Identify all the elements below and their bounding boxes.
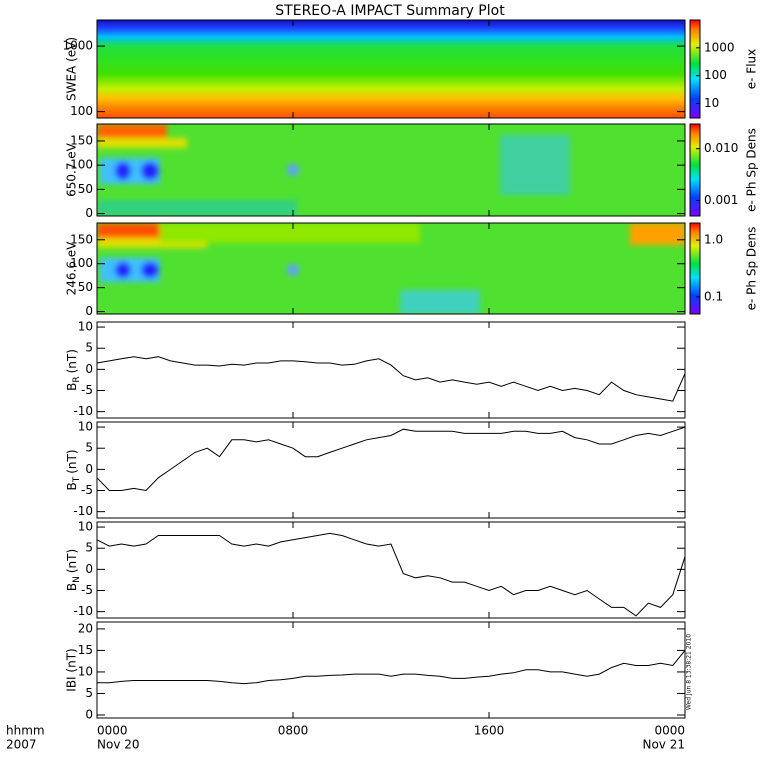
y-tick-label: 15 bbox=[78, 643, 93, 657]
colorbar-label: e- Ph Sp Dens bbox=[745, 227, 759, 311]
y-tick-label: 50 bbox=[78, 280, 93, 294]
plot-frame bbox=[96, 621, 686, 719]
y-tick-label: 100 bbox=[70, 158, 93, 172]
y-tick-label: 100 bbox=[70, 104, 93, 118]
plot-frame bbox=[96, 321, 686, 419]
colorbar-label: e- Flux bbox=[745, 49, 759, 89]
y-tick-label: -5 bbox=[81, 383, 93, 397]
colorbar bbox=[689, 123, 701, 217]
y-label-unit: (nT) bbox=[65, 349, 79, 373]
y-axis-label: BT (nT) bbox=[65, 449, 82, 490]
y-tick-label: 20 bbox=[78, 621, 93, 635]
colorbar-tick-label: 0.010 bbox=[704, 141, 738, 155]
y-label-base: B bbox=[65, 482, 79, 490]
x-date-label: Nov 21 bbox=[642, 738, 685, 752]
colorbar-tick-label: 0.001 bbox=[704, 193, 738, 207]
y-tick-label: 0 bbox=[85, 304, 93, 318]
y-tick-label: 10 bbox=[78, 520, 93, 534]
plot-frame bbox=[96, 421, 686, 519]
y-tick-label: 10 bbox=[78, 320, 93, 334]
plot-frame bbox=[96, 123, 686, 217]
y-tick-label: -10 bbox=[73, 604, 93, 618]
data-line bbox=[97, 650, 686, 685]
y-tick-label: 0 bbox=[85, 562, 93, 576]
colorbar bbox=[689, 19, 701, 119]
y-label-unit: (nT) bbox=[65, 549, 79, 573]
y-tick-label: -5 bbox=[81, 483, 93, 497]
y-tick-label: 5 bbox=[85, 541, 93, 555]
x-date-label: Nov 20 bbox=[97, 738, 140, 752]
y-tick-label: 10 bbox=[78, 664, 93, 678]
pad-650-spectrogram bbox=[97, 124, 685, 216]
y-label-base: B bbox=[65, 383, 79, 391]
y-label-sub: T bbox=[72, 476, 82, 483]
y-tick-label: -10 bbox=[73, 404, 93, 418]
y-tick-label: 0 bbox=[85, 206, 93, 220]
x-tick-label: 0000 bbox=[654, 724, 685, 738]
y-axis-label: BN (nT) bbox=[65, 549, 82, 591]
y-axis-label: BR (nT) bbox=[65, 349, 82, 391]
y-tick-label: 150 bbox=[70, 133, 93, 147]
y-tick-label: 150 bbox=[70, 232, 93, 246]
y-tick-label: -10 bbox=[73, 504, 93, 518]
colorbar-tick-label: 10 bbox=[704, 96, 719, 110]
y-tick-label: 5 bbox=[85, 441, 93, 455]
data-line bbox=[96, 532, 686, 617]
colorbar-tick-label: 1000 bbox=[704, 40, 735, 54]
x-tick-label: 0800 bbox=[278, 724, 309, 738]
y-axis-label: 246.6 eV bbox=[65, 241, 79, 296]
y-tick-label: 100 bbox=[70, 256, 93, 270]
x-axis-caption: hhmm bbox=[6, 724, 45, 738]
title: STEREO-A IMPACT Summary Plot bbox=[275, 3, 505, 19]
y-tick-label: 10 bbox=[78, 420, 93, 434]
plot-frame bbox=[96, 19, 686, 119]
y-tick-label: 0 bbox=[85, 707, 93, 721]
y-axis-label: 650.7 eV bbox=[65, 142, 79, 197]
y-tick-label: -5 bbox=[81, 583, 93, 597]
y-label-unit: (nT) bbox=[65, 449, 79, 473]
x-tick-label: 1600 bbox=[474, 724, 505, 738]
swea-spectrogram bbox=[97, 20, 685, 118]
timestamp: Wed Jun 8 13:38:21 2010 bbox=[686, 634, 693, 710]
data-line bbox=[96, 426, 686, 492]
colorbar-tick-label: 100 bbox=[704, 68, 727, 82]
pad-246-spectrogram bbox=[97, 223, 685, 314]
y-tick-label: 1000 bbox=[62, 39, 93, 53]
y-axis-label: IBI (nT) bbox=[65, 648, 79, 691]
colorbar-label: e- Ph Sp Dens bbox=[745, 128, 759, 212]
x-axis-caption: 2007 bbox=[6, 738, 37, 752]
plot-frame bbox=[96, 521, 686, 619]
x-tick-label: 0000 bbox=[97, 724, 128, 738]
y-label-base: B bbox=[65, 583, 79, 591]
colorbar bbox=[689, 222, 701, 315]
data-line bbox=[96, 356, 686, 402]
y-tick-label: 0 bbox=[85, 462, 93, 476]
y-axis-label: SWEA (eV) bbox=[65, 37, 79, 101]
y-label-sub: N bbox=[72, 576, 82, 583]
colorbar-tick-label: 0.1 bbox=[704, 289, 723, 303]
y-tick-label: 5 bbox=[85, 686, 93, 700]
y-tick-label: 0 bbox=[85, 362, 93, 376]
colorbar-tick-label: 1.0 bbox=[704, 233, 723, 247]
plot-frame bbox=[96, 222, 686, 315]
y-tick-label: 50 bbox=[78, 182, 93, 196]
y-label-sub: R bbox=[72, 376, 82, 382]
y-tick-label: 5 bbox=[85, 341, 93, 355]
